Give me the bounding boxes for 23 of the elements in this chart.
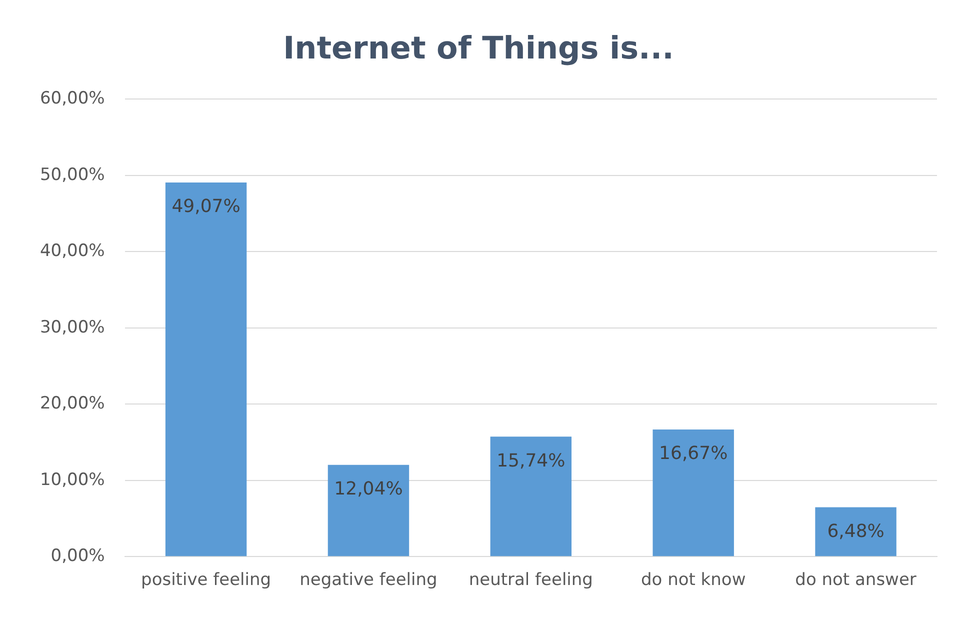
data-label: 16,67% [659, 443, 728, 464]
chart-title: Internet of Things is... [283, 30, 674, 67]
bar [652, 430, 734, 556]
data-label: 12,04% [334, 478, 403, 500]
bar [165, 182, 247, 556]
x-tick-label: do not answer [795, 570, 916, 590]
y-tick-label: 30,00% [40, 317, 105, 338]
data-label: 15,74% [496, 450, 566, 472]
data-label: 6,48% [827, 520, 884, 542]
data-label: 49,07% [172, 196, 240, 218]
y-tick-label: 10,00% [40, 470, 105, 490]
bar [490, 436, 572, 556]
x-tick-label: positive feeling [141, 570, 272, 590]
y-tick-label: 20,00% [40, 394, 105, 414]
y-tick-label: 60,00% [40, 88, 105, 109]
bar [815, 507, 896, 556]
x-tick-label: negative feeling [300, 570, 438, 590]
y-tick-label: 0,00% [50, 546, 105, 566]
x-tick-label: do not know [640, 570, 746, 590]
x-tick-label: neutral feeling [468, 570, 593, 590]
bar [328, 464, 410, 556]
y-tick-label: 50,00% [40, 164, 105, 185]
y-tick-label: 40,00% [40, 241, 105, 262]
